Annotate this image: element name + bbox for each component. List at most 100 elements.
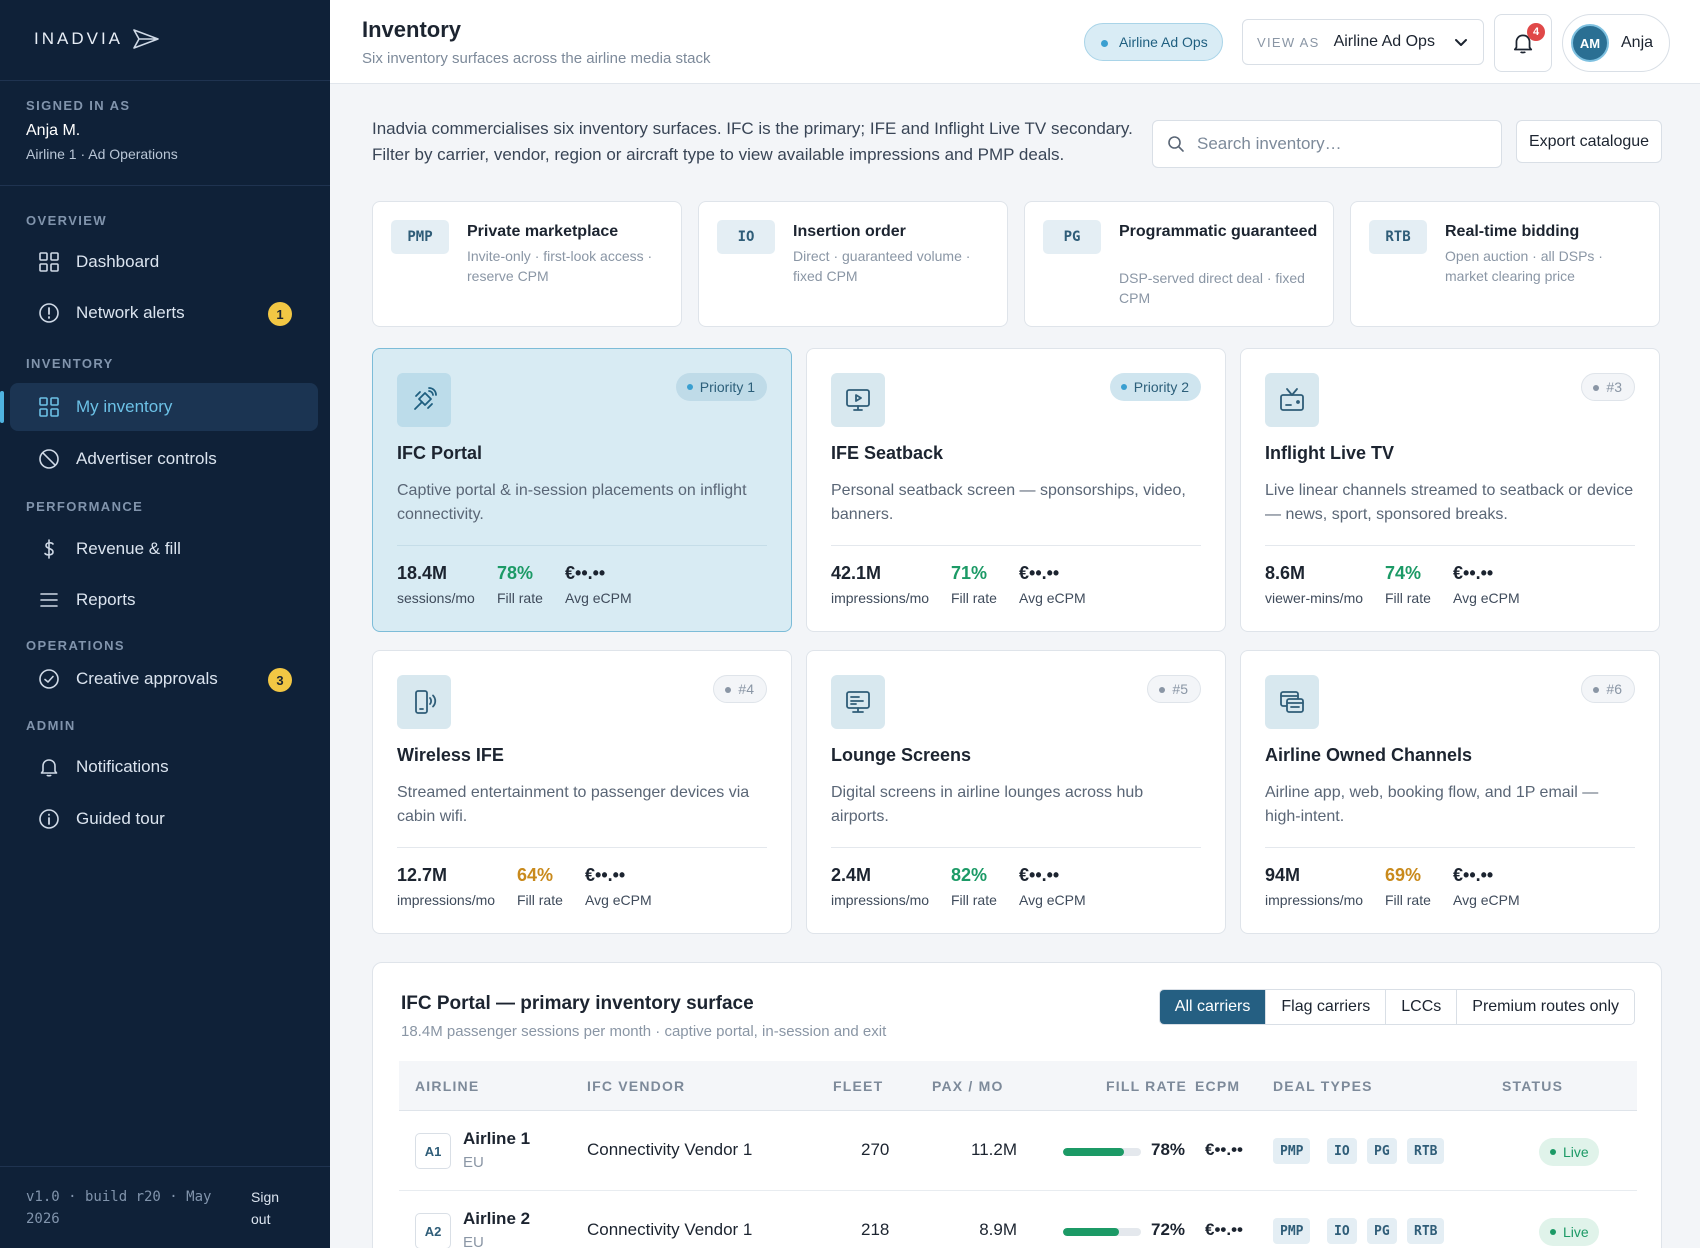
surface-card-lounge-screens[interactable]: #5 Lounge Screens Digital screens in air… [806,650,1226,934]
section-admin-label: ADMIN [26,718,76,733]
surface-card-ife-seatback[interactable]: Priority 2 IFE Seatback Personal seatbac… [806,348,1226,632]
sidebar-item-label: Dashboard [76,252,160,271]
sign-out-link[interactable]: Sign out [251,1189,280,1227]
carrier-filter: All carriers Flag carriers LCCs Premium … [1158,989,1635,1025]
metric-label: Fill rate [951,892,997,908]
column-header-airline[interactable]: AIRLINE [415,1078,480,1094]
metric-value: 8.6M [1265,563,1306,583]
surface-title: Lounge Screens [831,745,972,765]
deal-title: Real-time bidding [1445,223,1580,240]
surface-card-airline-owned-channels[interactable]: #6 Airline Owned Channels Airline app, w… [1240,650,1660,934]
metric-fill: 82% Fill rate [951,865,997,908]
sidebar-item-revenue-fill[interactable]: Revenue & fill [10,525,318,573]
airline-region: EU [463,1154,484,1171]
grid-icon [38,251,60,273]
column-header-status[interactable]: STATUS [1502,1078,1564,1094]
metric-value: 94M [1265,865,1301,885]
deal-type-card-pg[interactable]: PG Programmatic guaranteed DSP-served di… [1024,201,1334,327]
sidebar-item-label: Advertiser controls [76,449,217,468]
metric-ecpm: €••.•• Avg eCPM [1453,865,1520,908]
notifications-button[interactable]: 4 [1494,14,1552,72]
section-inventory-label: INVENTORY [26,356,114,371]
deal-type-card-pmp[interactable]: PMP Private marketplace Invite-only · fi… [372,201,682,327]
filter-lccs[interactable]: LCCs [1386,990,1458,1024]
intro-text: Inadvia commercialises six inventory sur… [372,119,1133,164]
column-header-fill-rate[interactable]: FILL RATE [1106,1078,1188,1094]
sidebar-item-guided-tour[interactable]: Guided tour [10,795,318,843]
metric-fill: 69% Fill rate [1385,865,1431,908]
divider [397,545,767,546]
surface-desc: Captive portal & in-session placements o… [397,482,747,523]
sidebar-item-network-alerts[interactable]: Network alerts 1 [10,289,318,337]
sidebar-item-creative-approvals[interactable]: Creative approvals 3 [10,655,318,703]
search-box[interactable] [1152,120,1502,168]
sidebar-item-advertiser-controls[interactable]: Advertiser controls [10,435,318,483]
fill-rate-cell: 72% [1151,1220,1186,1239]
priority-badge: Priority 2 [1109,373,1201,401]
airline-name: Airline 1 [463,1129,531,1148]
ecpm-cell: €••.•• [1205,1220,1243,1239]
alert-count-badge: 1 [268,302,292,326]
deal-type-chip: RTB [1407,1138,1445,1164]
surface-card-ifc-portal[interactable]: Priority 1 IFC Portal Captive portal & i… [372,348,792,632]
section-performance-label: PERFORMANCE [26,499,144,514]
fleet-cell: 270 [861,1140,890,1159]
sidebar-item-notifications[interactable]: Notifications [10,743,318,791]
view-as-select[interactable]: VIEW AS Airline Ad Ops [1242,19,1484,65]
grid-icon [38,396,60,418]
section-overview-label: OVERVIEW [26,213,108,228]
info-icon [38,808,60,830]
surface-title: Wireless IFE [397,745,504,765]
metric-ecpm: €••.•• Avg eCPM [1019,563,1086,606]
satellite-icon [397,373,451,427]
ecpm-cell: €••.•• [1205,1140,1243,1159]
logo[interactable]: INADVIA [34,28,159,50]
user-menu-button[interactable]: AM Anja [1562,14,1670,72]
role-pill[interactable]: Airline Ad Ops [1084,23,1223,61]
sidebar-item-label: Guided tour [76,809,165,828]
export-catalogue-button[interactable]: Export catalogue [1516,120,1662,163]
priority-badge: #3 [1581,373,1635,401]
surface-card-inflight-live-tv[interactable]: #3 Inflight Live TV Live linear channels… [1240,348,1660,632]
deal-type-chip: PMP [1273,1218,1311,1244]
airline-region: EU [463,1234,484,1248]
metric-fill: 71% Fill rate [951,563,997,606]
metric-volume: 8.6M viewer-mins/mo [1265,563,1363,606]
paper-plane-icon [133,29,159,49]
metric-volume: 42.1M impressions/mo [831,563,929,606]
column-header-deal-types[interactable]: DEAL TYPES [1273,1078,1373,1094]
metric-label: Avg eCPM [1019,892,1086,908]
version-text: v1.0 · build r20 · May 2026 [26,1189,212,1227]
pax-cell: 11.2M [971,1140,1017,1159]
deal-type-card-rtb[interactable]: RTB Real-time bidding Open auction · all… [1350,201,1660,327]
table-row[interactable]: A2 Airline 2 EU Connectivity Vendor 1 21… [399,1191,1637,1248]
airline-name: Airline 2 [463,1209,531,1228]
sidebar-item-my-inventory[interactable]: My inventory [0,383,318,431]
sidebar-item-dashboard[interactable]: Dashboard [10,238,318,286]
metric-volume: 2.4M impressions/mo [831,865,929,908]
metric-label: Avg eCPM [1019,590,1086,606]
status-badge: Live [1539,1218,1599,1246]
filter-all-carriers[interactable]: All carriers [1159,990,1267,1024]
column-header-fleet[interactable]: FLEET [833,1078,884,1094]
search-input[interactable] [1197,134,1487,154]
metric-ecpm: €••.•• Avg eCPM [565,563,632,606]
page-title: Inventory [362,17,462,42]
deal-type-chip: PMP [1273,1138,1311,1164]
filter-premium-routes[interactable]: Premium routes only [1457,990,1634,1024]
bell-icon [1513,34,1533,54]
page-subtitle: Six inventory surfaces across the airlin… [362,50,711,67]
deal-type-card-io[interactable]: IO Insertion order Direct · guaranteed v… [698,201,1008,327]
sidebar-item-reports[interactable]: Reports [10,576,318,624]
column-header-ecpm[interactable]: ECPM [1195,1078,1241,1094]
filter-flag-carriers[interactable]: Flag carriers [1266,990,1387,1024]
column-header-pax[interactable]: PAX / MO [932,1078,1004,1094]
column-header-vendor[interactable]: IFC VENDOR [587,1078,686,1094]
sidebar-item-label: Network alerts [76,303,185,322]
notification-count-badge: 4 [1527,23,1545,41]
metric-value: 78% [497,563,534,583]
phone-wave-icon [397,675,451,729]
table-row[interactable]: A1 Airline 1 EU Connectivity Vendor 1 27… [399,1111,1637,1191]
signed-in-org: Airline 1 · Ad Operations [26,146,178,162]
surface-card-wireless-ife[interactable]: #4 Wireless IFE Streamed entertainment t… [372,650,792,934]
